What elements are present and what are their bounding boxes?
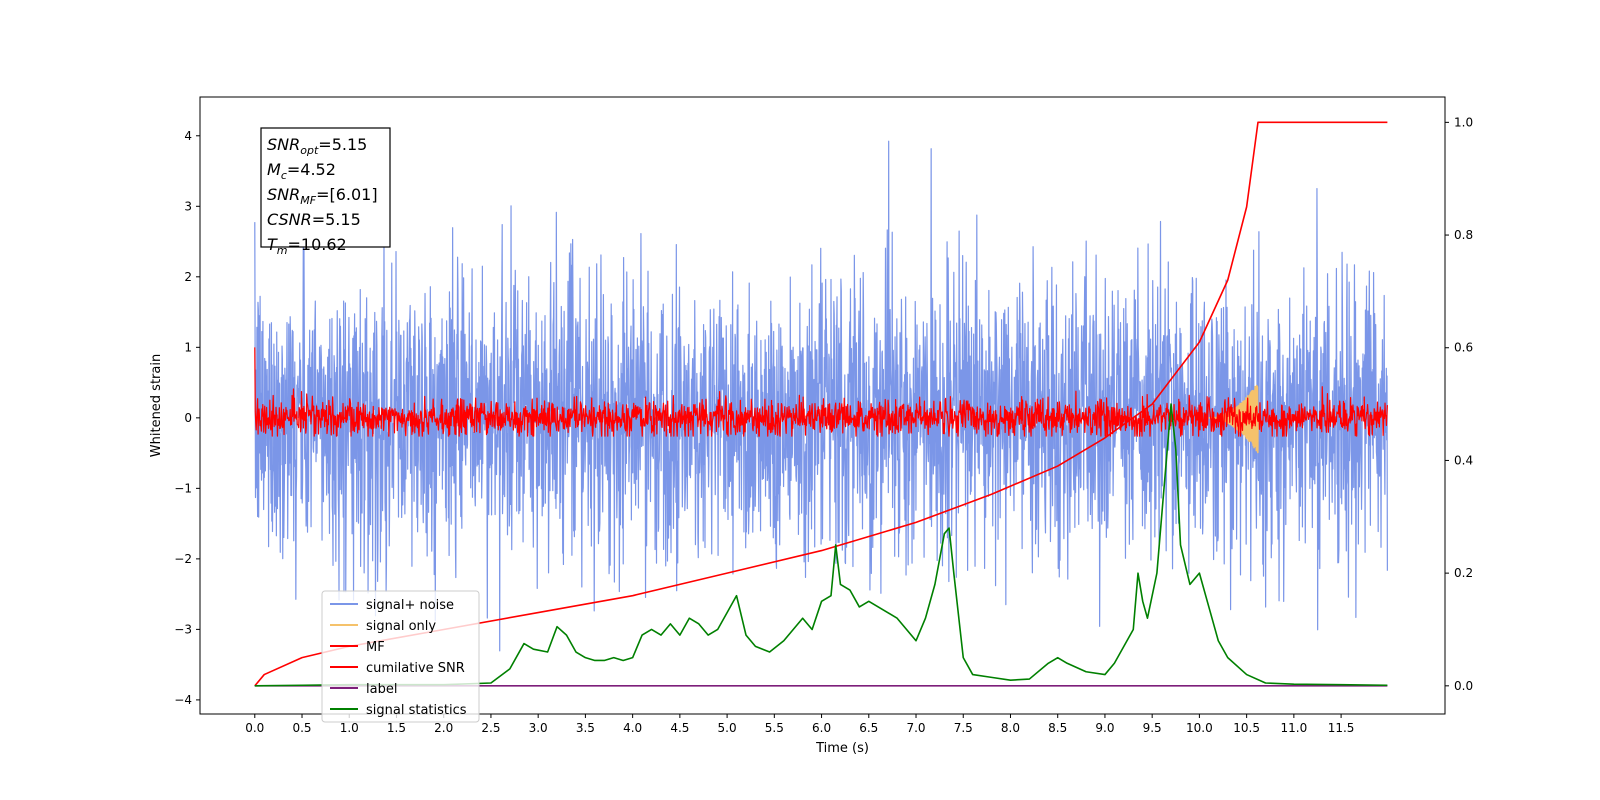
- x-tick-label: 9.5: [1143, 721, 1162, 735]
- y-tick-label-right: 0.6: [1454, 341, 1473, 355]
- annotation-line: SNRopt=5.15: [267, 135, 367, 157]
- series-line-mf: [254, 347, 1388, 437]
- annotation-subscript: MF: [300, 194, 316, 207]
- legend-label-signal-statistics: signal statistics: [366, 703, 467, 718]
- annotation-value: =[6.01]: [316, 185, 378, 204]
- y-tick-label-left: −4: [174, 693, 192, 707]
- x-tick-label: 3.5: [576, 721, 595, 735]
- x-tick-label: 11.0: [1281, 721, 1308, 735]
- x-tick-label: 4.5: [670, 721, 689, 735]
- x-tick-label: 5.5: [765, 721, 784, 735]
- legend: signal+ noise signal only MF cumilative SNR…: [321, 590, 480, 723]
- annotation-line: Mc=4.52: [267, 160, 336, 182]
- y-tick-label-right: 1.0: [1454, 115, 1473, 129]
- x-tick-label: 0.0: [245, 721, 264, 735]
- axes: 0.0 0.5 1.0 1.5 2.0 2.5 3.0 3.5 4.0 4.5 5.0 5.5 6.0 6…: [149, 96, 1473, 756]
- y-tick-label-left: 1: [184, 340, 192, 354]
- y-tick-label-left: −1: [174, 481, 192, 495]
- annotation-value: =10.62: [288, 235, 347, 254]
- legend-label-cumulative-snr: cumilative SNR: [366, 661, 465, 676]
- x-axis-title: Time (s): [815, 741, 869, 756]
- x-tick-label: 8.5: [1048, 721, 1067, 735]
- x-tick-label: 7.0: [906, 721, 925, 735]
- annotation-line: CSNR=5.15: [267, 210, 361, 229]
- annotation-symbol: M: [267, 160, 281, 179]
- annotation-symbol: SNR: [267, 185, 300, 204]
- x-tick-label: 8.0: [1001, 721, 1020, 735]
- legend-label-signal-noise: signal+ noise: [366, 598, 454, 613]
- legend-label-signal-only: signal only: [366, 619, 436, 634]
- x-tick-label: 6.5: [859, 721, 878, 735]
- annotation-symbol: SNR: [267, 135, 300, 154]
- annotation-value: =5.15: [318, 135, 367, 154]
- x-tick-label: 2.0: [434, 721, 453, 735]
- y-tick-label-left: −3: [174, 622, 192, 636]
- y-tick-label-right: 0.4: [1454, 453, 1473, 467]
- x-tick-label: 2.5: [481, 721, 500, 735]
- x-tick-label: 1.0: [340, 721, 359, 735]
- y-axis-title-left: Whitened strain: [149, 354, 164, 457]
- x-tick-label: 1.5: [387, 721, 406, 735]
- x-tick-label: 3.0: [529, 721, 548, 735]
- legend-label-label: label: [366, 682, 397, 697]
- x-tick-label: 10.5: [1233, 721, 1260, 735]
- y-tick-label-right: 0.2: [1454, 566, 1473, 580]
- x-tick-label: 6.0: [812, 721, 831, 735]
- x-tick-label: 10.0: [1186, 721, 1213, 735]
- y-tick-label-left: 3: [184, 199, 192, 213]
- x-tick-label: 5.0: [718, 721, 737, 735]
- annotation-subscript: m: [277, 244, 288, 257]
- annotation-value: =4.52: [287, 160, 336, 179]
- annotation-subscript: opt: [300, 144, 319, 157]
- annotation-line: SNRMF=[6.01]: [267, 185, 378, 207]
- legend-frame: [321, 590, 480, 723]
- annotation-symbol: T: [267, 235, 278, 254]
- series-line-signal-statistics: [254, 403, 1388, 687]
- series-line-signal-noise: [254, 140, 1388, 652]
- x-tick-label: 0.5: [292, 721, 311, 735]
- annotation-symbol: CSNR: [267, 210, 312, 229]
- y-tick-label-left: 4: [184, 129, 192, 143]
- x-tick-label: 11.5: [1328, 721, 1355, 735]
- y-tick-label-right: 0.8: [1454, 228, 1473, 242]
- plot-frame: [199, 96, 1446, 715]
- annotation-subscript: c: [281, 169, 287, 182]
- x-tick-label: 4.0: [623, 721, 642, 735]
- annotation-frame: [260, 127, 391, 248]
- x-tick-label: 7.5: [954, 721, 973, 735]
- annotation-line: Tm=10.62: [267, 235, 347, 257]
- y-tick-label-right: 0.0: [1454, 679, 1473, 693]
- x-tick-label: 9.0: [1095, 721, 1114, 735]
- legend-label-mf: MF: [366, 640, 385, 655]
- annotation-box: SNRopt=5.15Mc=4.52SNRMF=[6.01]CSNR=5.15T…: [260, 127, 391, 257]
- y-tick-label-left: 2: [184, 270, 192, 284]
- annotation-value: =5.15: [312, 210, 361, 229]
- y-tick-label-left: −2: [174, 552, 192, 566]
- y-tick-label-left: 0: [184, 411, 192, 425]
